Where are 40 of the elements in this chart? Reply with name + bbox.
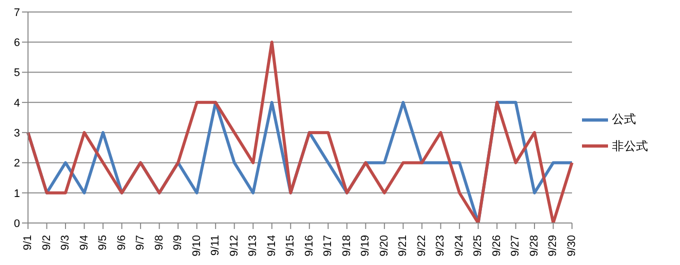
x-tick-label: 9/18 <box>340 235 353 256</box>
y-tick-label: 3 <box>14 127 20 140</box>
x-tick-label: 9/28 <box>528 235 540 256</box>
y-tick-label: 0 <box>14 218 20 230</box>
x-tick-label: 9/29 <box>547 235 560 256</box>
x-tick-label: 9/6 <box>116 235 128 250</box>
y-tick-label: 2 <box>14 158 20 170</box>
legend-label: 非公式 <box>612 138 648 152</box>
x-tick-label: 9/14 <box>266 235 278 256</box>
x-tick-label: 9/8 <box>153 235 166 250</box>
x-tick-label: 9/16 <box>303 235 316 256</box>
x-tick-label: 9/5 <box>97 235 110 250</box>
x-tick-label: 9/11 <box>210 235 222 256</box>
x-tick-label: 9/24 <box>453 235 466 256</box>
x-tick-label: 9/13 <box>247 235 260 256</box>
y-tick-label: 7 <box>14 6 20 19</box>
y-tick-label: 5 <box>14 67 20 80</box>
x-tick-label: 9/27 <box>510 235 522 256</box>
x-tick-label: 9/19 <box>360 235 372 256</box>
x-tick-label: 9/2 <box>40 235 53 250</box>
x-tick-label: 9/7 <box>134 235 147 250</box>
x-tick-label: 9/1 <box>22 235 34 250</box>
x-tick-label: 9/10 <box>190 235 203 256</box>
y-tick-label: 4 <box>14 97 20 110</box>
x-tick-label: 9/21 <box>397 235 410 256</box>
x-tick-label: 9/25 <box>472 235 484 256</box>
y-tick-label: 1 <box>14 188 20 200</box>
x-tick-label: 9/3 <box>60 235 72 250</box>
x-tick-label: 9/9 <box>172 235 184 250</box>
x-tick-label: 9/15 <box>284 235 297 256</box>
x-tick-label: 9/26 <box>490 235 503 256</box>
x-tick-label: 9/22 <box>416 235 428 256</box>
legend-label: 公式 <box>612 112 636 126</box>
x-tick-label: 9/30 <box>566 235 578 256</box>
x-tick-label: 9/17 <box>322 235 334 256</box>
x-tick-label: 9/12 <box>228 235 240 256</box>
y-tick-label: 6 <box>14 37 20 50</box>
x-tick-label: 9/4 <box>78 235 90 250</box>
x-tick-label: 9/20 <box>378 235 390 256</box>
x-tick-label: 9/23 <box>434 235 447 256</box>
